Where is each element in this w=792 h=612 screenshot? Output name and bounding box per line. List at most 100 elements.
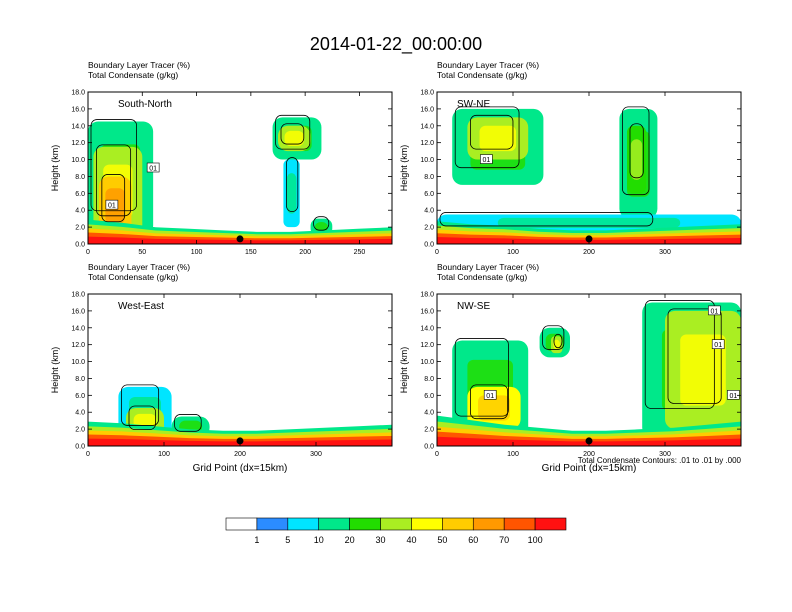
- colorbar-label: 100: [528, 535, 543, 545]
- y-axis-label: Height (km): [399, 347, 409, 394]
- plot-area: 01 01: [88, 114, 392, 244]
- figure-title: 2014-01-22_00:00:00: [310, 34, 482, 55]
- colorbar-label: 70: [499, 535, 509, 545]
- x-tick-label: 300: [659, 249, 671, 256]
- condensate-contour: [128, 405, 157, 431]
- x-axis-label: Grid Point (dx=15km): [542, 463, 637, 474]
- contour-label-box: [711, 339, 725, 349]
- condensate-contour: [96, 144, 132, 217]
- x-tick-label: 100: [158, 451, 170, 458]
- condensate-contour: [469, 384, 509, 420]
- panel-label: West-East: [118, 301, 164, 312]
- y-tick-label: 16.0: [71, 106, 85, 113]
- y-tick-label: 4.0: [75, 410, 85, 417]
- condensate-contour: [174, 414, 202, 432]
- condensate-contour: [280, 123, 305, 145]
- y-tick-label: 6.0: [75, 191, 85, 198]
- x-tick-label: 300: [659, 451, 671, 458]
- plot-area: 01 01 01 01: [437, 300, 741, 446]
- condensate-contour: [667, 308, 722, 404]
- x-tick-label: 0: [86, 451, 90, 458]
- location-marker: [236, 235, 244, 243]
- colorbar-label: 50: [437, 535, 447, 545]
- y-tick-label: 10.0: [420, 359, 434, 366]
- y-tick-label: 0.0: [424, 444, 434, 451]
- panel-nw-se: Boundary Layer Tracer (%)Total Condensat…: [399, 262, 742, 474]
- colorbar-swatch: [225, 517, 258, 531]
- x-tick-label: 200: [583, 249, 595, 256]
- panel-header-line: Total Condensate (g/kg): [437, 272, 527, 282]
- panel-header-line: Boundary Layer Tracer (%): [437, 60, 539, 70]
- y-tick-label: 18.0: [420, 292, 434, 299]
- y-tick-label: 6.0: [424, 191, 434, 198]
- y-tick-label: 14.0: [420, 123, 434, 130]
- contour-label-box: [708, 305, 721, 316]
- colorbar-label: 5: [285, 535, 290, 545]
- condensate-contour: [90, 119, 137, 212]
- panel-header-line: Boundary Layer Tracer (%): [88, 60, 190, 70]
- condensate-contour: [622, 106, 650, 196]
- x-tick-label: 50: [138, 249, 146, 256]
- panel-header-line: Total Condensate (g/kg): [88, 70, 178, 80]
- contour-label: 01: [486, 393, 494, 400]
- x-tick-label: 250: [354, 249, 366, 256]
- plume-core: [497, 217, 681, 228]
- panel-header-line: Boundary Layer Tracer (%): [88, 262, 190, 272]
- y-tick-label: 16.0: [420, 106, 434, 113]
- plume-core: [553, 339, 561, 350]
- condensate-contour: [286, 157, 299, 213]
- y-tick-label: 6.0: [424, 393, 434, 400]
- y-tick-label: 12.0: [420, 140, 434, 147]
- y-axis-label: Height (km): [399, 145, 409, 192]
- y-tick-label: 14.0: [420, 325, 434, 332]
- y-tick-label: 16.0: [420, 308, 434, 315]
- condensate-contour: [454, 338, 509, 417]
- x-tick-label: 100: [507, 249, 519, 256]
- condensate-contour: [553, 333, 563, 349]
- contour-label-box: [727, 390, 740, 400]
- y-tick-label: 4.0: [424, 410, 434, 417]
- colorbar-label: 30: [376, 535, 386, 545]
- y-axis-label: Height (km): [50, 347, 60, 394]
- contour-note: Total Condensate Contours: .01 to .01 by…: [578, 456, 742, 465]
- contour-label-box: [146, 162, 160, 173]
- y-tick-label: 10.0: [71, 359, 85, 366]
- colorbar-swatch: [411, 517, 443, 531]
- condensate-contour: [313, 216, 330, 231]
- colorbar-label: 10: [314, 535, 324, 545]
- y-tick-label: 18.0: [71, 292, 85, 299]
- contour-label: 01: [483, 157, 491, 164]
- plot-area: [88, 384, 392, 446]
- x-tick-label: 200: [299, 249, 311, 256]
- y-tick-label: 10.0: [420, 157, 434, 164]
- condensate-contour: [101, 174, 126, 223]
- panel-header-line: Total Condensate (g/kg): [437, 70, 527, 80]
- contour-label-box: [480, 154, 493, 164]
- panel-label: South-North: [118, 99, 172, 110]
- colorbar-swatch: [503, 517, 536, 531]
- contour-label: 01: [711, 308, 719, 315]
- panels: Boundary Layer Tracer (%)Total Condensat…: [50, 60, 742, 474]
- y-tick-label: 2.0: [75, 225, 85, 232]
- contour-label: 01: [714, 342, 722, 349]
- colorbar-swatch: [256, 517, 289, 531]
- y-axis-label: Height (km): [50, 145, 60, 192]
- colorbar-swatch: [318, 517, 350, 531]
- x-axis-label: Grid Point (dx=15km): [193, 463, 288, 474]
- y-tick-label: 0.0: [75, 444, 85, 451]
- y-tick-label: 8.0: [424, 376, 434, 383]
- colorbar: 1 5 10 20 30 40 50 60 70 100: [225, 517, 567, 545]
- condensate-contour: [542, 325, 565, 350]
- y-tick-label: 0.0: [75, 242, 85, 249]
- x-tick-label: 150: [245, 249, 257, 256]
- condensate-contour: [121, 384, 160, 426]
- x-tick-label: 200: [234, 451, 246, 458]
- contour-label-box: [105, 199, 119, 210]
- y-tick-label: 4.0: [424, 208, 434, 215]
- plume-core: [479, 125, 517, 152]
- y-tick-label: 8.0: [75, 174, 85, 181]
- y-tick-label: 10.0: [71, 157, 85, 164]
- plume-core: [478, 395, 510, 421]
- contour-label: 01: [149, 166, 157, 173]
- panel-label: SW-NE: [457, 99, 490, 110]
